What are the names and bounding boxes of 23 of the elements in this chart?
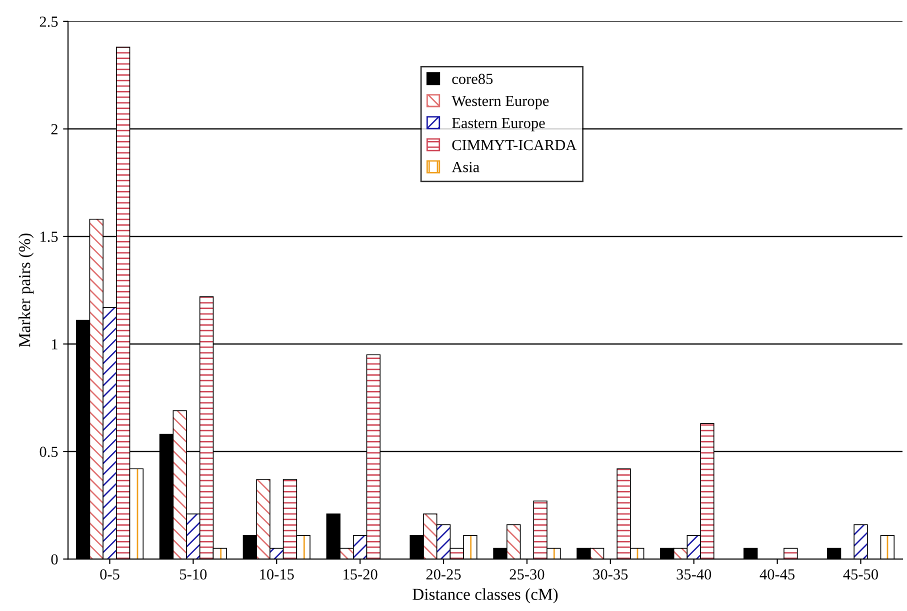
x-tick-label: 25-30 [510, 569, 544, 580]
x-tick-label: 10-15 [260, 569, 294, 580]
x-tick-label: 40-45 [760, 569, 795, 580]
x-tick-label: 30-35 [593, 569, 628, 580]
legend-label: core85 [452, 74, 493, 84]
y-tick-label: 2 [51, 124, 58, 134]
y-tick-label: 0 [51, 554, 58, 565]
legend-label: Eastern Europe [452, 118, 545, 132]
legend-label: Asia [452, 162, 480, 172]
legend-label: Western Europe [452, 96, 549, 110]
x-tick-label: 5-10 [180, 569, 207, 580]
x-tick-label: 35-40 [676, 569, 712, 580]
x-tick-label: 0-5 [100, 569, 120, 580]
y-tick-label: 0.5 [40, 446, 58, 458]
legend-label: CIMMYT-ICARDA [452, 140, 577, 150]
y-tick-label: 2.5 [40, 16, 58, 27]
y-tick-label: 1.5 [40, 232, 58, 242]
y-tick-label: 1 [52, 339, 58, 350]
x-tick-label: 15-20 [344, 569, 378, 580]
x-tick-label: 20-25 [426, 569, 461, 580]
x-tick-label: 45-50 [843, 569, 878, 580]
x-axis-title: Distance classes (cM) [412, 588, 558, 604]
y-axis-title: Marker pairs (%) [18, 234, 34, 348]
